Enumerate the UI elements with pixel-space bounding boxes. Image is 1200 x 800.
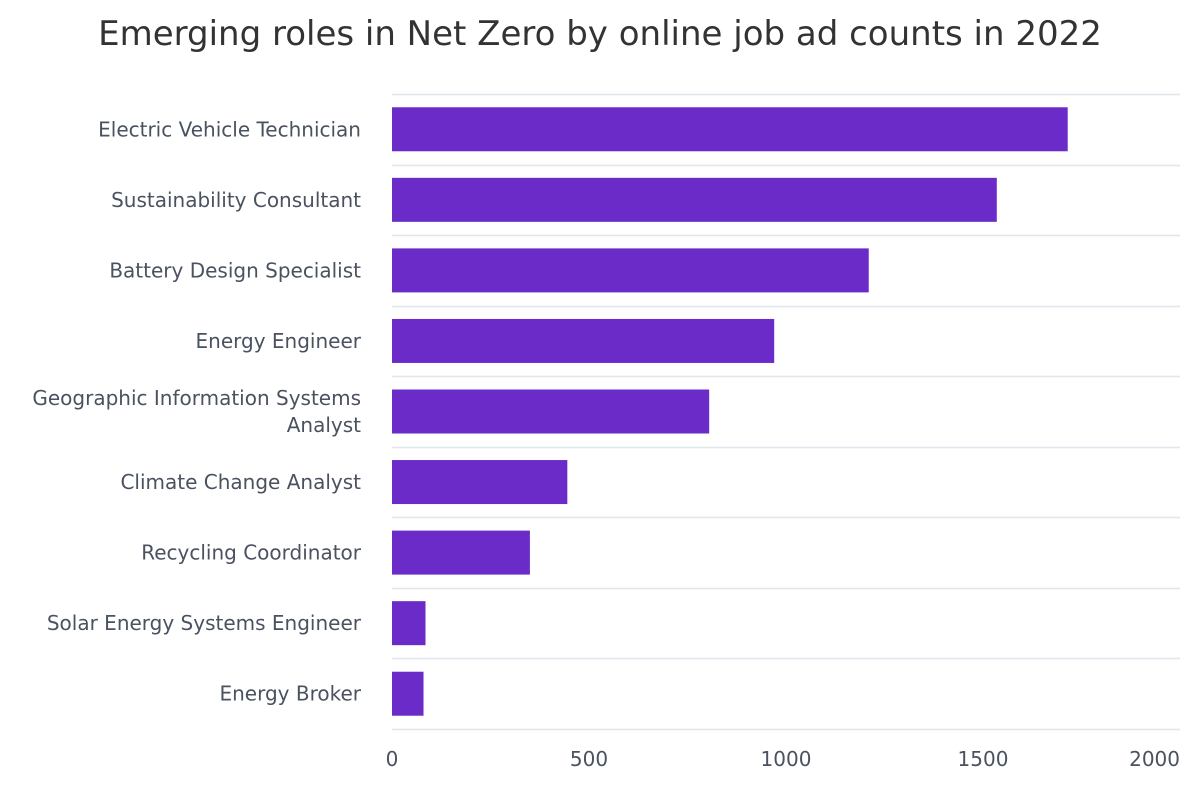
category-label: Electric Vehicle Technician xyxy=(98,117,361,141)
x-tick-label: 0 xyxy=(386,747,399,771)
x-tick-label: 1500 xyxy=(958,747,1009,771)
x-tick-label: 2000 xyxy=(1129,747,1180,771)
category-label: Energy Broker xyxy=(219,682,361,706)
bar xyxy=(392,601,426,646)
category-label: Solar Energy Systems Engineer xyxy=(47,611,362,635)
category-label: Geographic Information Systems Analyst xyxy=(32,386,361,437)
category-label: Climate Change Analyst xyxy=(120,470,361,494)
bar xyxy=(392,318,775,363)
bar xyxy=(392,460,568,505)
category-label: Recycling Coordinator xyxy=(141,541,362,565)
bar xyxy=(392,177,997,222)
category-label: Battery Design Specialist xyxy=(109,258,361,282)
bar xyxy=(392,530,530,575)
bar xyxy=(392,389,710,434)
bar xyxy=(392,671,424,716)
category-label: Energy Engineer xyxy=(196,329,362,353)
chart-title: Emerging roles in Net Zero by online job… xyxy=(98,14,1102,54)
bar xyxy=(392,248,869,293)
x-tick-label: 1000 xyxy=(761,747,812,771)
x-tick-label: 500 xyxy=(570,747,608,771)
category-label: Sustainability Consultant xyxy=(111,188,361,212)
bar xyxy=(392,107,1068,152)
